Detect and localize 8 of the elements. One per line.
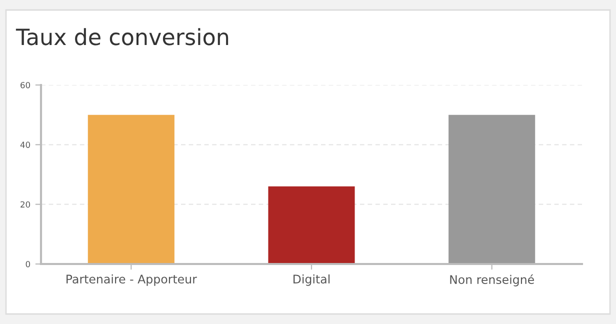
x-tick-label: Digital	[294, 274, 330, 286]
x-tick-label: Non renseigné	[450, 274, 534, 286]
y-tick-label: 60	[20, 82, 30, 88]
y-tick-label: 0	[26, 260, 30, 268]
y-tick-label: 20	[20, 201, 30, 208]
y-tick-label: 40	[20, 142, 30, 148]
x-tick-label: Partenaire - Apporteur	[66, 274, 197, 286]
chart-title: Taux de conversion	[16, 28, 228, 46]
